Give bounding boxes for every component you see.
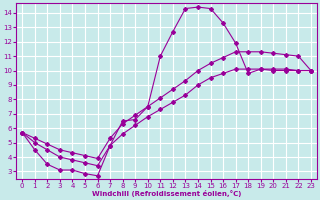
X-axis label: Windchill (Refroidissement éolien,°C): Windchill (Refroidissement éolien,°C) [92, 190, 241, 197]
